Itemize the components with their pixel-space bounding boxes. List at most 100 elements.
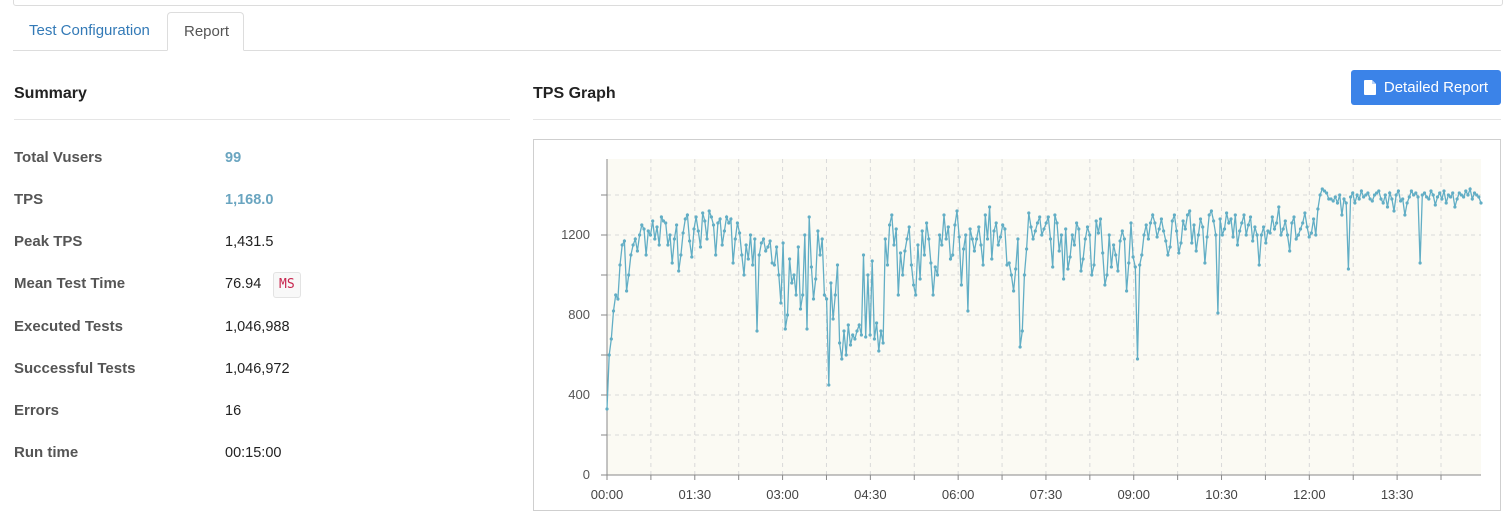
tps-data-point xyxy=(881,341,885,345)
detailed-report-label: Detailed Report xyxy=(1383,79,1489,96)
tps-data-point xyxy=(925,221,929,225)
tps-graph-title: TPS Graph xyxy=(533,85,616,102)
tps-data-point xyxy=(1272,227,1277,231)
tps-data-point xyxy=(1040,233,1044,237)
tps-data-point xyxy=(1296,233,1300,237)
tps-data-point xyxy=(1240,221,1244,225)
tps-data-point xyxy=(1355,193,1359,197)
tps-data-point xyxy=(625,289,629,293)
tps-data-point xyxy=(727,221,731,225)
tab-report[interactable]: Report xyxy=(167,12,244,51)
tps-data-point xyxy=(1051,265,1055,269)
tps-data-point xyxy=(1466,193,1470,197)
tps-data-point xyxy=(1412,193,1416,197)
tps-data-point xyxy=(1242,213,1246,217)
summary-value-tps[interactable]: 1,168.0 xyxy=(225,192,274,208)
tps-data-point xyxy=(1083,237,1087,241)
tps-data-point xyxy=(909,263,913,267)
tps-data-point xyxy=(1303,211,1307,215)
tps-data-point xyxy=(1251,239,1255,243)
tps-data-point xyxy=(888,223,892,227)
summary-value-successful-tests: 1,046,972 xyxy=(225,361,290,377)
tps-data-point xyxy=(1183,227,1187,231)
tps-data-point xyxy=(661,219,666,223)
summary-value-total-vusers[interactable]: 99 xyxy=(225,150,242,166)
tps-data-point xyxy=(1168,245,1172,249)
summary-value-run-time: 00:15:00 xyxy=(225,445,282,461)
tps-data-point xyxy=(609,337,613,341)
tps-data-point xyxy=(851,333,855,337)
tps-data-point xyxy=(666,243,670,247)
tps-data-point xyxy=(744,243,748,247)
tps-data-point xyxy=(1318,193,1322,197)
tps-data-point xyxy=(1333,195,1337,199)
detailed-report-button[interactable]: Detailed Report xyxy=(1351,70,1501,105)
tps-data-point xyxy=(1388,191,1392,195)
x-tick-label: 10:30 xyxy=(1205,487,1238,502)
tps-data-point xyxy=(1309,231,1313,235)
tps-data-point xyxy=(1138,263,1142,267)
tps-data-point xyxy=(1157,227,1161,231)
tps-data-point xyxy=(1096,231,1100,235)
tps-data-point xyxy=(859,333,863,337)
tps-data-point xyxy=(988,205,992,209)
tps-data-point xyxy=(894,227,898,231)
tps-data-point xyxy=(1148,221,1153,225)
tps-data-point xyxy=(1077,227,1081,231)
tps-data-point xyxy=(1459,193,1463,197)
tps-data-point xyxy=(918,277,922,281)
tps-data-point xyxy=(629,253,633,257)
tps-data-point xyxy=(779,301,783,305)
tps-data-point xyxy=(833,293,837,297)
tps-data-point xyxy=(766,245,770,249)
summary-label-executed-tests: Executed Tests xyxy=(14,318,123,335)
tps-data-point xyxy=(792,273,796,277)
tps-chart-container: 0 400 800 1200 00:00 01:30 03:00 04:30 06:00 07:3… xyxy=(533,139,1501,511)
tps-data-point xyxy=(1266,229,1270,233)
tps-data-point xyxy=(846,323,850,327)
tps-data-point xyxy=(820,237,824,241)
tps-data-point xyxy=(1288,249,1292,253)
tps-data-point xyxy=(994,221,998,225)
tps-data-point xyxy=(785,313,790,317)
tps-data-point xyxy=(1162,229,1166,233)
tps-data-point xyxy=(696,229,700,233)
plot-area xyxy=(607,159,1481,475)
tps-data-point xyxy=(951,253,955,257)
tps-data-point xyxy=(1294,237,1298,241)
tps-data-point xyxy=(861,253,866,257)
tps-data-point xyxy=(1431,193,1435,197)
tps-data-point xyxy=(1390,197,1394,201)
tps-data-point xyxy=(790,281,794,285)
tps-data-point xyxy=(1375,191,1379,195)
tps-data-point xyxy=(979,243,983,247)
tps-data-point xyxy=(1340,213,1344,217)
tps-data-point xyxy=(1329,197,1333,201)
tps-data-point xyxy=(1131,255,1135,259)
summary-title: Summary xyxy=(14,85,87,102)
tps-data-point xyxy=(1292,215,1296,219)
tps-data-point xyxy=(1238,229,1242,233)
tps-data-point xyxy=(1012,289,1016,293)
tps-data-point xyxy=(1283,219,1287,223)
tps-data-point xyxy=(735,221,739,225)
summary-label-peak-tps: Peak TPS xyxy=(14,233,83,250)
tab-test-configuration[interactable]: Test Configuration xyxy=(29,22,150,39)
tps-data-point xyxy=(829,281,833,285)
tps-data-point xyxy=(990,257,994,261)
tps-data-point xyxy=(803,233,807,237)
tps-data-point xyxy=(1307,235,1311,239)
tps-data-point xyxy=(868,333,872,337)
tps-data-point xyxy=(672,237,676,241)
tps-data-point xyxy=(1229,217,1233,221)
tps-data-point xyxy=(1377,189,1381,193)
tps-data-point xyxy=(1031,237,1035,241)
tps-data-point xyxy=(838,341,842,345)
tps-data-point xyxy=(1033,229,1037,233)
tps-data-point xyxy=(1392,209,1396,213)
tps-data-point xyxy=(1112,243,1116,247)
tps-data-point xyxy=(1103,283,1107,287)
tps-data-point xyxy=(1442,189,1446,193)
tps-data-point xyxy=(1175,229,1179,233)
tps-data-point xyxy=(644,253,648,257)
